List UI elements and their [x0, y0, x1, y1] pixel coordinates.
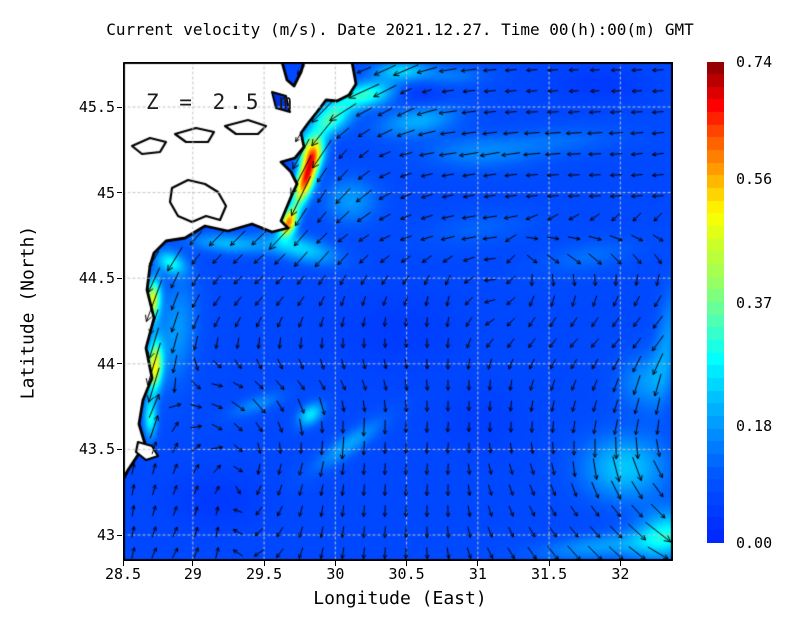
- x-axis-label: Longitude (East): [313, 588, 487, 609]
- x-tick-mark: [334, 561, 336, 566]
- y-tick-mark: [117, 106, 122, 108]
- x-tick-mark: [619, 561, 621, 566]
- y-tick-label: 43: [96, 526, 115, 544]
- y-tick-mark: [117, 277, 122, 279]
- colorbar-label: 0.00: [736, 534, 773, 552]
- x-tick-mark: [548, 561, 550, 566]
- x-tick-label: 29.5: [246, 565, 283, 583]
- x-tick-label: 31: [468, 565, 487, 583]
- x-tick-label: 29: [183, 565, 202, 583]
- y-tick-label: 45: [96, 183, 115, 202]
- y-tick-mark: [117, 448, 122, 450]
- x-tick-mark: [122, 561, 124, 566]
- y-axis-label: Latitude (North): [17, 225, 39, 400]
- y-tick-label: 44.5: [78, 269, 115, 288]
- x-tick-mark: [192, 561, 194, 566]
- chart-title: Current velocity (m/s). Date 2021.12.27.…: [106, 20, 694, 39]
- y-tick-mark: [117, 363, 122, 365]
- colorbar-label: 0.18: [736, 417, 773, 435]
- depth-annotation: Z = 2.5 m: [146, 90, 296, 114]
- x-tick-label: 30: [326, 565, 345, 583]
- y-tick-mark: [117, 192, 122, 194]
- x-tick-label: 30.5: [388, 565, 425, 583]
- x-tick-mark: [263, 561, 265, 566]
- y-tick-label: 44: [96, 354, 115, 373]
- y-tick-mark: [117, 534, 122, 536]
- colorbar-label: 0.74: [736, 53, 773, 71]
- colorbar-label: 0.56: [736, 170, 773, 188]
- colorbar-label: 0.37: [736, 293, 773, 312]
- x-tick-label: 28.5: [104, 565, 142, 583]
- y-tick-label: 43.5: [78, 440, 115, 459]
- x-tick-label: 32: [611, 565, 630, 583]
- x-tick-label: 31.5: [531, 565, 568, 583]
- y-tick-label: 45.5: [78, 98, 115, 116]
- x-tick-mark: [477, 561, 479, 566]
- velocity-map-canvas: [123, 62, 673, 561]
- colorbar: [707, 62, 724, 543]
- x-tick-mark: [406, 561, 408, 566]
